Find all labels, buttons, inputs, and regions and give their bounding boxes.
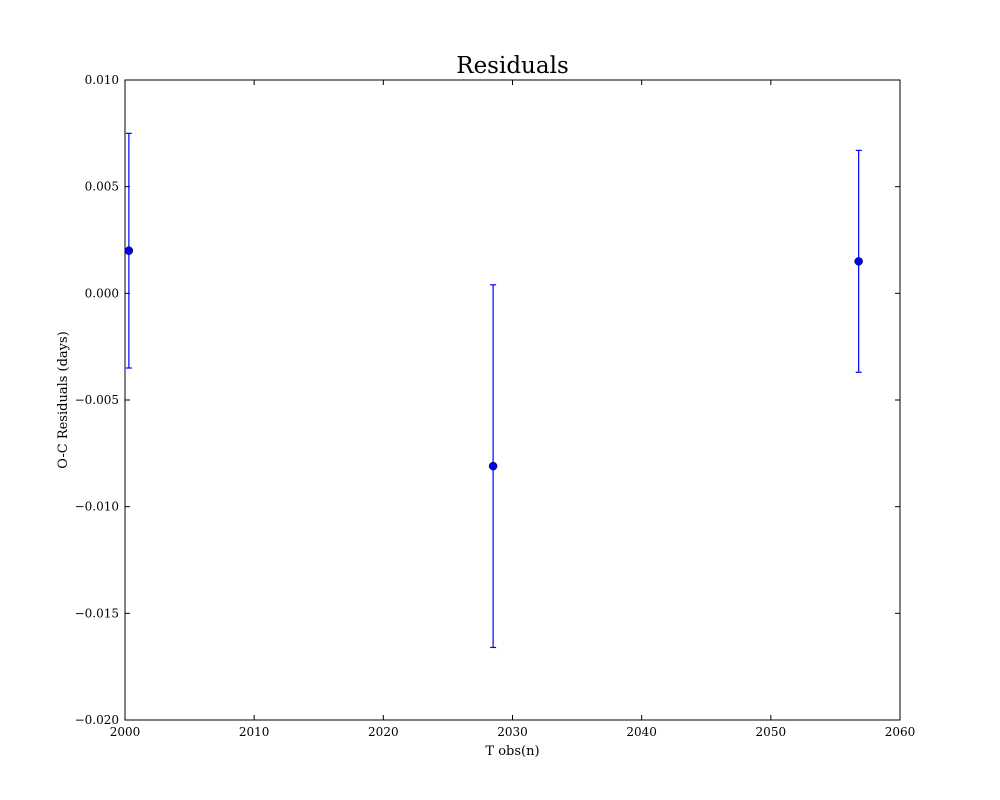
x-tick-label: 2000 — [110, 725, 141, 739]
x-axis-label: T obs(n) — [485, 744, 539, 759]
y-tick-label: −0.015 — [75, 606, 119, 620]
y-tick-label: 0.005 — [85, 180, 119, 194]
y-tick-label: 0.000 — [85, 286, 119, 300]
x-tick-label: 2010 — [239, 725, 270, 739]
data-points — [124, 132, 863, 649]
data-point-group — [854, 149, 863, 373]
x-tick-label: 2020 — [368, 725, 399, 739]
y-tick-label: −0.005 — [75, 393, 119, 407]
x-tick-label: 2060 — [885, 725, 916, 739]
y-axis-label: O-C Residuals (days) — [56, 331, 71, 469]
data-point-group — [488, 284, 498, 649]
x-tick-label: 2050 — [756, 725, 787, 739]
data-point — [488, 461, 498, 471]
x-tick-label: 2040 — [626, 725, 657, 739]
x-tick-label: 2030 — [497, 725, 528, 739]
y-tick-label: 0.010 — [85, 73, 119, 87]
chart-title: Residuals — [456, 53, 569, 79]
y-tick-label: −0.020 — [75, 713, 119, 727]
data-point — [854, 257, 863, 266]
plot-frame — [124, 79, 901, 721]
data-point-group — [124, 132, 134, 369]
data-point — [124, 246, 134, 255]
y-tick-label: −0.010 — [75, 500, 119, 514]
axis-ticks: 2000 2010 2020 2030 2040 2050 2060 −0.020 −0.015… — [75, 73, 916, 739]
